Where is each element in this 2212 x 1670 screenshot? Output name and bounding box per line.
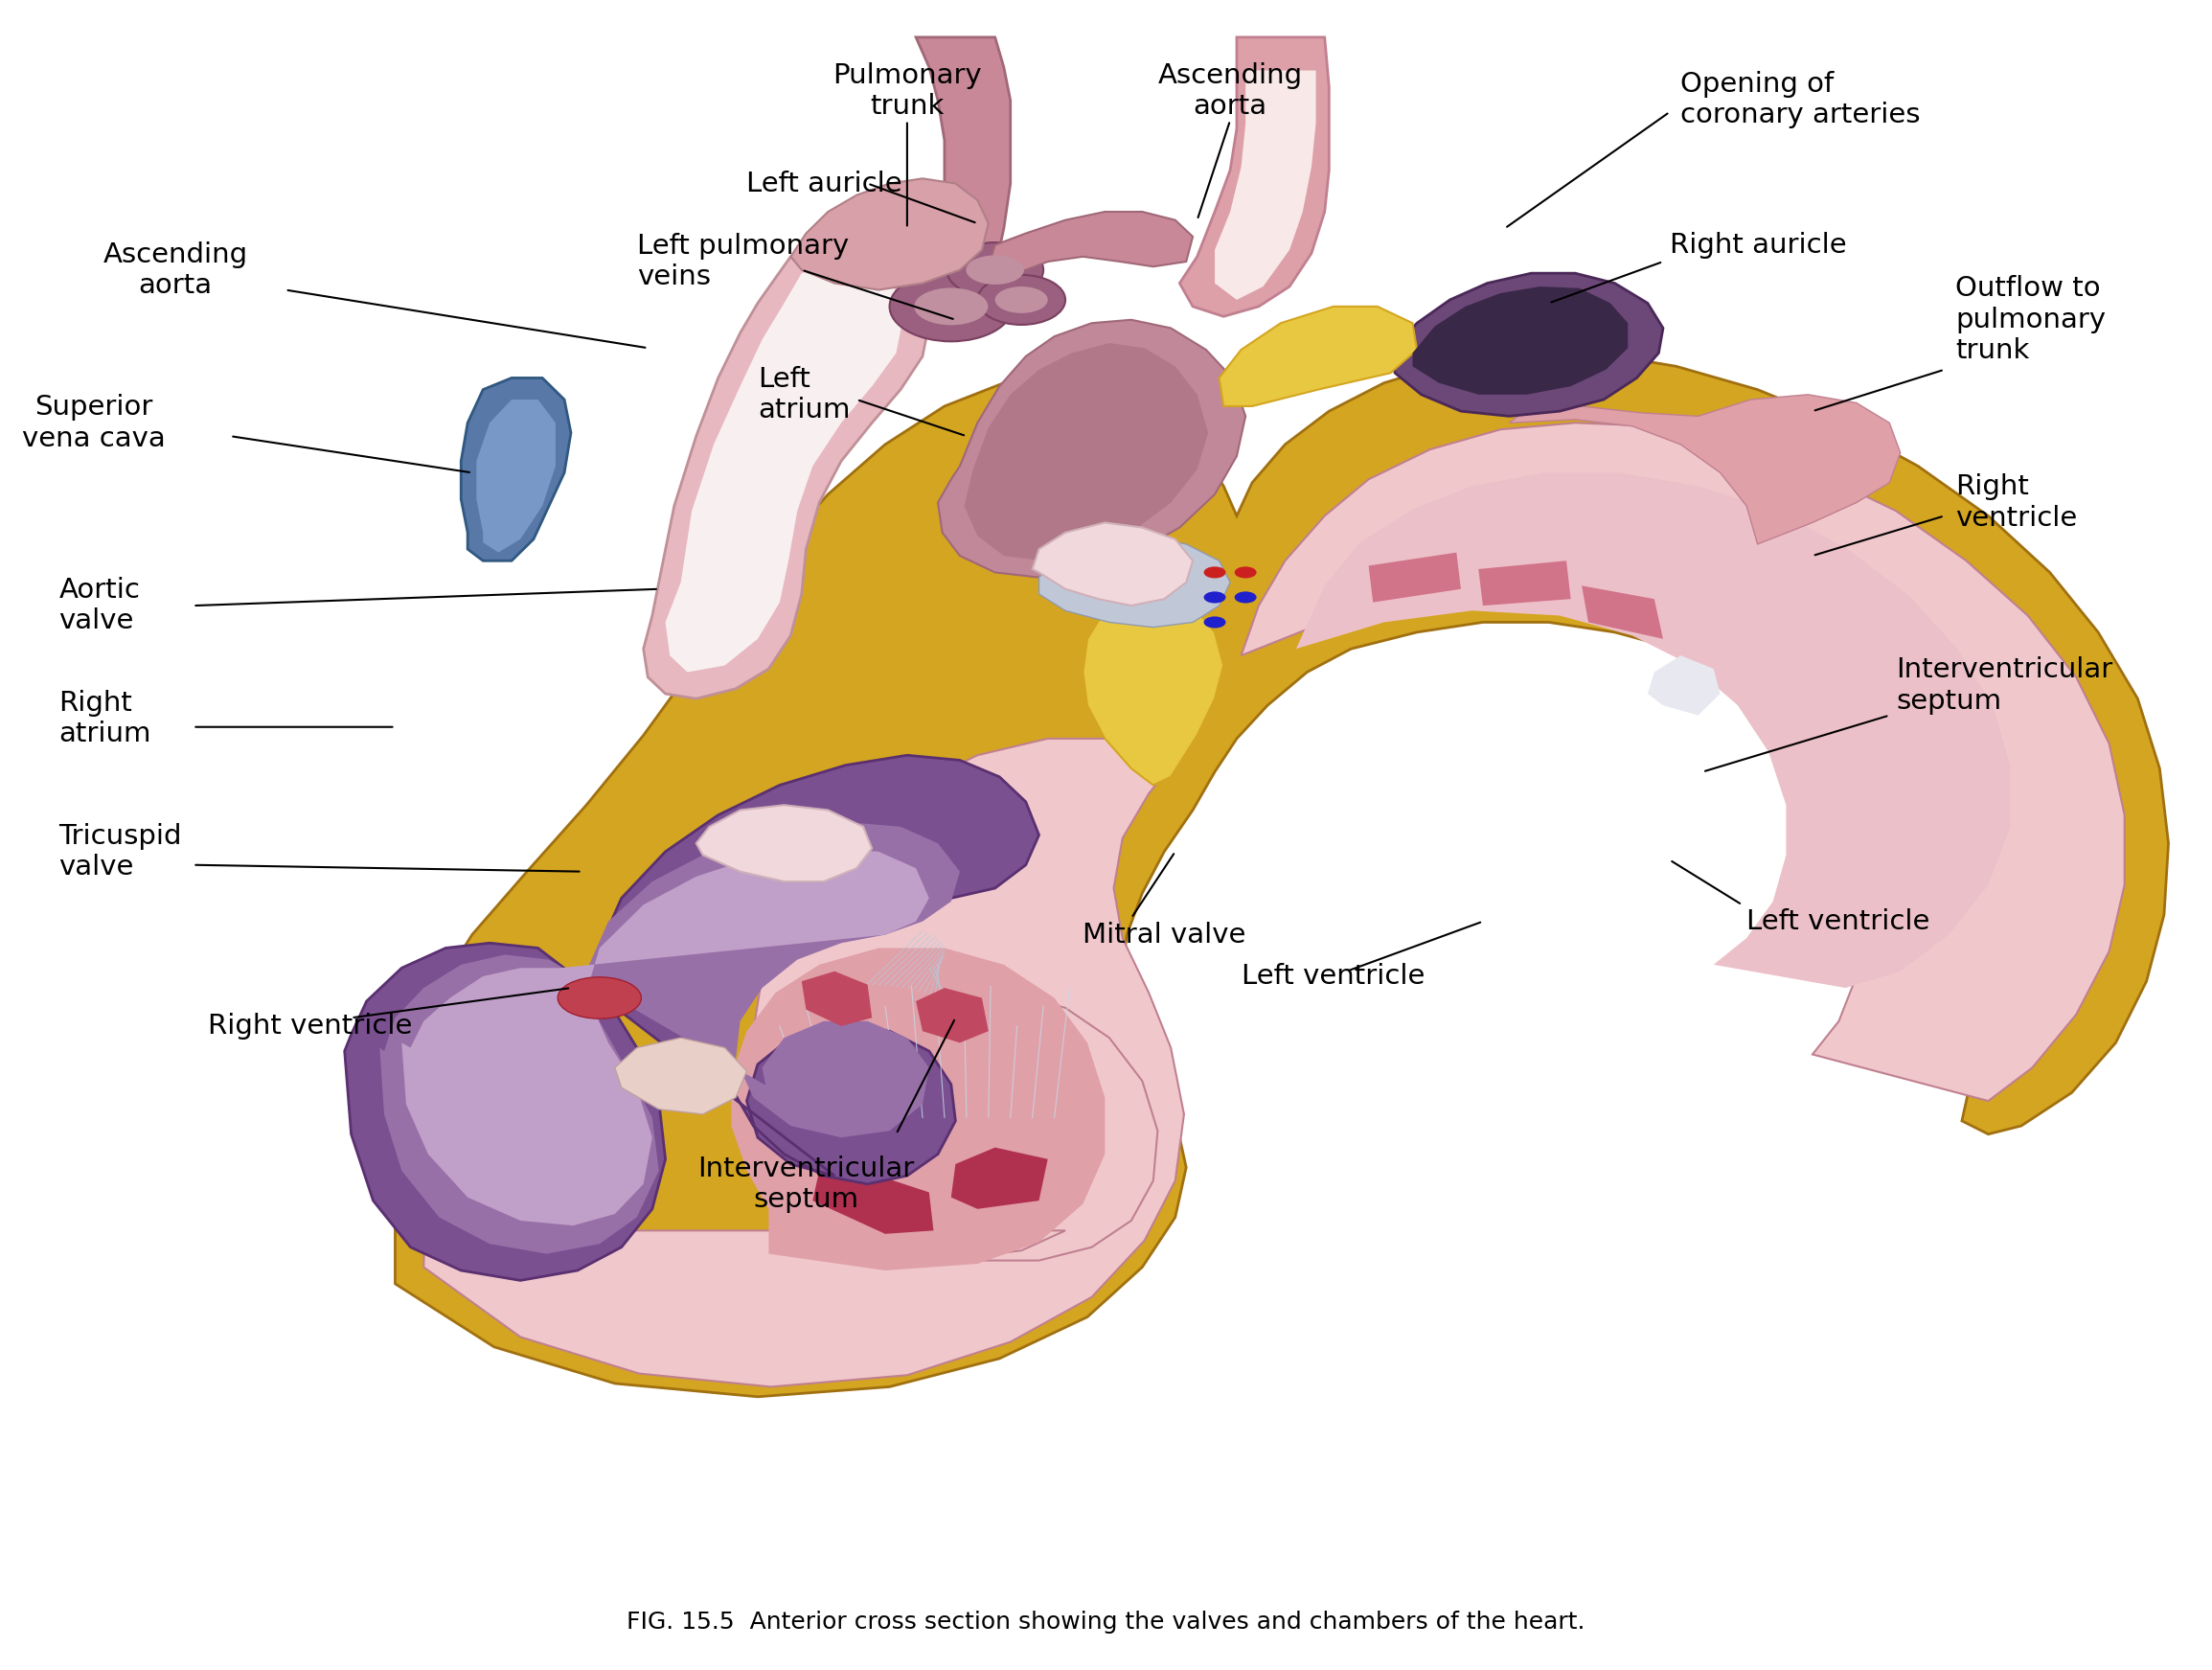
Polygon shape [1033,523,1192,606]
Polygon shape [460,377,571,561]
Text: Interventricular
septum: Interventricular septum [697,1156,914,1212]
Polygon shape [1179,37,1329,316]
Polygon shape [916,37,1011,304]
Polygon shape [1219,307,1418,406]
Polygon shape [403,848,929,1226]
Polygon shape [732,949,1106,1271]
Ellipse shape [557,977,641,1019]
Text: Opening of
coronary arteries: Opening of coronary arteries [1681,70,1920,129]
Text: Left pulmonary
veins: Left pulmonary veins [637,232,849,291]
Polygon shape [790,179,989,291]
Polygon shape [801,972,872,1025]
Polygon shape [1296,473,2011,989]
Ellipse shape [914,287,989,326]
Polygon shape [615,1037,748,1114]
Polygon shape [1214,70,1316,301]
Polygon shape [916,989,989,1042]
Text: Pulmonary
trunk: Pulmonary trunk [832,62,982,120]
Polygon shape [812,1171,933,1234]
Ellipse shape [978,276,1066,324]
Polygon shape [380,822,960,1254]
Text: Right auricle: Right auricle [1670,232,1847,259]
Polygon shape [644,245,929,698]
Text: Tricuspid
valve: Tricuspid valve [60,823,181,880]
Ellipse shape [1203,566,1225,578]
Polygon shape [1509,394,1900,544]
Polygon shape [385,352,2168,1396]
Polygon shape [989,212,1192,284]
Text: Left auricle: Left auricle [748,170,902,197]
Text: Left
atrium: Left atrium [759,366,849,424]
Text: Mitral valve: Mitral valve [1084,922,1245,949]
Polygon shape [938,319,1245,578]
Text: Left ventricle: Left ventricle [1747,908,1929,935]
Text: Aortic
valve: Aortic valve [60,576,139,635]
Ellipse shape [967,256,1024,284]
Text: Right
ventricle: Right ventricle [1955,474,2077,531]
Polygon shape [951,1147,1048,1209]
Ellipse shape [947,242,1044,297]
Text: Interventricular
septum: Interventricular septum [1896,656,2112,715]
Polygon shape [1648,656,1721,715]
Ellipse shape [1234,591,1256,603]
Polygon shape [1413,287,1628,394]
Ellipse shape [1234,566,1256,578]
Text: Ascending
aorta: Ascending aorta [1157,62,1303,120]
Polygon shape [1241,423,2124,1101]
Polygon shape [1369,553,1460,603]
Polygon shape [697,805,872,882]
Polygon shape [345,755,1040,1281]
Ellipse shape [1203,616,1225,628]
Text: Ascending
aorta: Ascending aorta [104,240,248,299]
Polygon shape [964,342,1208,561]
Text: Outflow to
pulmonary
trunk: Outflow to pulmonary trunk [1955,276,2106,364]
Polygon shape [1391,274,1663,416]
Polygon shape [1040,536,1230,628]
Text: FIG. 15.5  Anterior cross section showing the valves and chambers of the heart.: FIG. 15.5 Anterior cross section showing… [626,1610,1586,1633]
Polygon shape [425,738,1183,1386]
Polygon shape [666,262,902,671]
Text: Right
atrium: Right atrium [60,690,150,748]
Polygon shape [1582,586,1663,640]
Text: Right ventricle: Right ventricle [208,1012,414,1039]
Polygon shape [476,399,555,553]
Text: Superior
vena cava: Superior vena cava [22,394,166,453]
Ellipse shape [889,272,1013,341]
Ellipse shape [995,287,1048,314]
Polygon shape [1084,578,1223,785]
Polygon shape [1478,561,1571,606]
Text: Left ventricle: Left ventricle [1241,964,1425,990]
Ellipse shape [1203,591,1225,603]
